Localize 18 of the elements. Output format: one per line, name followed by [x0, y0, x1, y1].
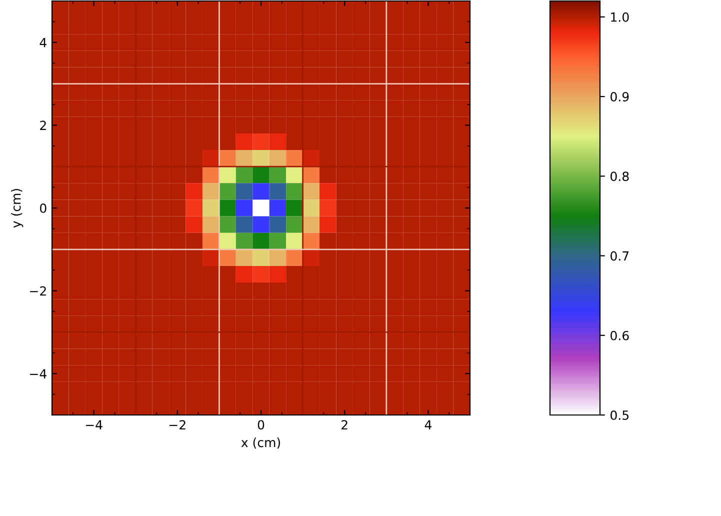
color-bar-label: 1.0 [611, 12, 629, 22]
color-bar-label: 0.5 [610, 410, 629, 420]
y-tick-label: −2 [30, 286, 46, 296]
y-tick-label: 0 [40, 203, 46, 213]
color-bar-label: 0.8 [610, 172, 629, 182]
x-tick-label: 2 [342, 420, 348, 430]
x-tick-label: −2 [170, 420, 186, 430]
x-tick-label: 4 [424, 420, 432, 430]
y-tick-label: −4 [30, 369, 46, 378]
y-tick-label: 4 [40, 38, 46, 48]
x-tick-label: −4 [86, 420, 102, 430]
x-axis-title: x (cm) [241, 438, 280, 449]
color-bar-label: 0.9 [610, 92, 629, 102]
color-bar-label: 0.7 [610, 251, 629, 261]
y-tick-label: 2 [40, 120, 46, 130]
x-tick-label: 0 [258, 420, 264, 430]
y-axis-title: y (cm) [11, 188, 24, 228]
color-bar-label: 0.6 [610, 330, 629, 340]
